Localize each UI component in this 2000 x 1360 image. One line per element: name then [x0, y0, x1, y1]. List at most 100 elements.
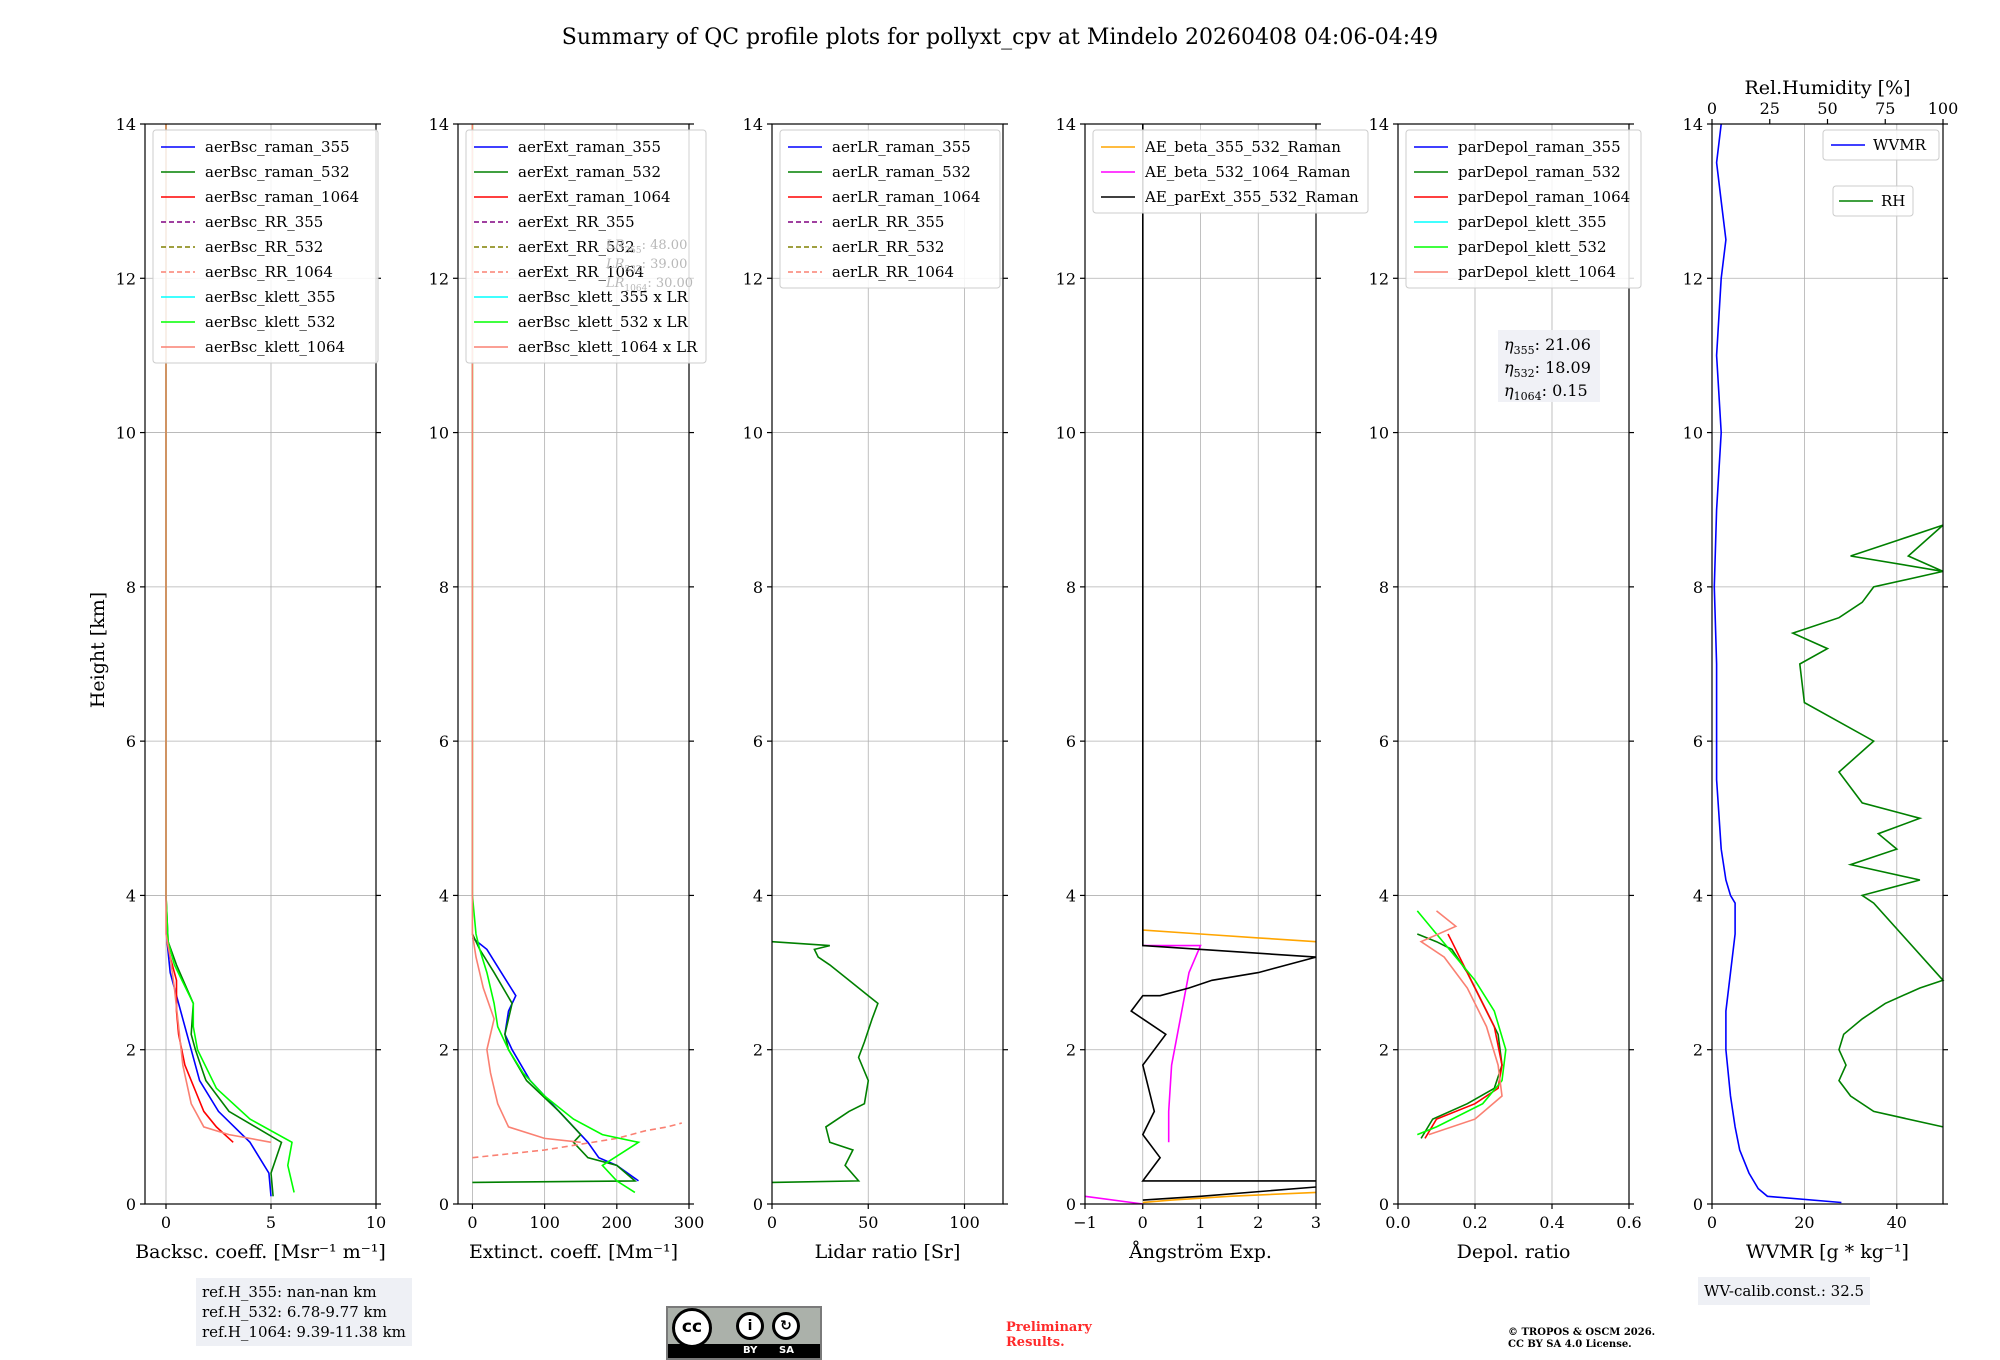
legend-label: aerLR_raman_355 [832, 138, 971, 156]
y-tick-label: 8 [1066, 578, 1076, 597]
y-tick-label: 10 [1683, 424, 1703, 443]
y-tick-label: 10 [1056, 424, 1076, 443]
series-line-rh [1790, 524, 1945, 1128]
y-tick-label: 14 [429, 115, 449, 134]
top-axis-label: Rel.Humidity [%] [1744, 77, 1910, 99]
legend-label: aerLR_raman_532 [832, 163, 971, 181]
cc-by-label: BY [743, 1345, 758, 1356]
figure-title: Summary of QC profile plots for pollyxt_… [562, 25, 1438, 50]
series-line-pardepol-raman-1064 [1424, 933, 1503, 1139]
copyright-note: © TROPOS & OSCM 2026. CC BY SA 4.0 Licen… [1508, 1327, 1655, 1351]
legend-label: aerLR_RR_1064 [832, 263, 954, 281]
y-tick-label: 6 [1693, 732, 1703, 751]
legend-box [1405, 129, 1642, 289]
ref-line-1064: ref.H_1064: 9.39-11.38 km [202, 1323, 406, 1341]
x-tick-label: 0.6 [1616, 1213, 1641, 1232]
wv-calib-box: WV-calib.const.: 32.5 [1698, 1277, 1871, 1305]
lr-label: LR355: 48.00 [605, 238, 687, 256]
x-tick-label: 50 [858, 1213, 878, 1232]
legend: aerExt_raman_355 aerExt_raman_532 aerExt_r… [465, 129, 707, 364]
legend-label: aerExt_RR_532 [518, 238, 635, 256]
x-tick-label: 0.2 [1462, 1213, 1487, 1232]
legend-label: aerBsc_klett_1064 x LR [518, 338, 698, 356]
legend-label: aerLR_RR_532 [832, 238, 944, 256]
x-tick-label: 0 [767, 1213, 777, 1232]
x-axis-label: Backsc. coeff. [Msr⁻¹ m⁻¹] [135, 1241, 386, 1263]
legend-label: aerBsc_klett_355 [205, 288, 336, 306]
legend-label: aerExt_raman_355 [518, 138, 661, 156]
preliminary-line-2: Results. [1006, 1335, 1065, 1350]
reference-height-box: ref.H_355: nan-nan km ref.H_532: 6.78-9.… [196, 1278, 412, 1346]
y-tick-label: 2 [126, 1041, 136, 1060]
x-tick-label: 1 [1195, 1213, 1205, 1232]
legend-label: aerLR_raman_1064 [832, 188, 980, 206]
top-tick-label: 75 [1875, 99, 1895, 118]
x-axis-label: Extinct. coeff. [Mm⁻¹] [469, 1241, 678, 1263]
legend-label: parDepol_klett_532 [1458, 238, 1607, 256]
x-tick-label: 0 [1707, 1213, 1717, 1232]
y-tick-label: 2 [1066, 1041, 1076, 1060]
x-tick-label: 100 [949, 1213, 980, 1232]
series-line-aerext-rr-1064 [472, 1122, 683, 1159]
y-tick-label: 6 [1066, 732, 1076, 751]
y-tick-label: 10 [429, 424, 449, 443]
share-alike-icon: ↻ [772, 1312, 800, 1340]
y-tick-label: 0 [1379, 1195, 1389, 1214]
legend-label: aerExt_RR_355 [518, 213, 635, 231]
y-tick-label: 14 [1369, 115, 1389, 134]
y-tick-label: 0 [1066, 1195, 1076, 1214]
cc-license-badge[interactable]: cc i ↻ BY SA [666, 1306, 822, 1360]
y-tick-label: 8 [439, 578, 449, 597]
legend: aerLR_raman_355 aerLR_raman_532 aerLR_rama… [779, 129, 1001, 289]
top-tick-label: 50 [1817, 99, 1837, 118]
legend-label: AE_beta_532_1064_Raman [1144, 163, 1351, 181]
series-line-wvmr [1713, 123, 1842, 1204]
y-tick-label: 10 [116, 424, 136, 443]
x-tick-label: 0 [1138, 1213, 1148, 1232]
y-tick-label: 2 [1379, 1041, 1389, 1060]
y-tick-label: 8 [753, 578, 763, 597]
x-axis-label: Depol. ratio [1457, 1241, 1571, 1263]
series-line-pardepol-klett-1064 [1419, 910, 1503, 1136]
eta-label: η355: 21.06 [1504, 335, 1591, 357]
panel-2: 0 2 4 6 8 10 12 14 0 100 200 300 Extinct. coeff. [Mm… [429, 115, 707, 1263]
lr-label: LR532: 39.00 [605, 257, 687, 275]
legend-label: AE_parExt_355_532_Raman [1144, 188, 1359, 206]
eta-label: η532: 18.09 [1504, 358, 1591, 380]
series-line-ae-beta-355-532-raman [1142, 929, 1317, 943]
top-tick-label: 100 [1928, 99, 1959, 118]
y-tick-label: 2 [1693, 1041, 1703, 1060]
copyright-line-2: CC BY SA 4.0 License. [1508, 1339, 1632, 1350]
y-tick-label: 0 [439, 1195, 449, 1214]
axes-frame [1397, 123, 1630, 1205]
legend: aerBsc_raman_355 aerBsc_raman_532 aerBsc_r… [152, 129, 379, 364]
axes-frame [457, 123, 690, 1205]
series-line-ae-beta-355-532-raman-low- [1142, 1191, 1317, 1204]
lr-label: LR1064: 30.00 [605, 276, 693, 294]
legend-label: AE_beta_355_532_Raman [1144, 138, 1341, 156]
series-line-ae-beta-532-1064-raman [1142, 944, 1202, 1143]
legend: parDepol_raman_355 parDepol_raman_532 parD… [1405, 129, 1642, 289]
series-line-aerbsc-klett-1064 [165, 124, 272, 1144]
y-tick-label: 4 [753, 886, 763, 905]
y-tick-label: 4 [439, 886, 449, 905]
axes-frame [144, 123, 377, 1205]
panel-5: 0 2 4 6 8 10 12 14 0.0 0.2 0.4 0.6 Depol. ratio parDe… [1369, 115, 1642, 1263]
y-tick-label: 12 [743, 269, 763, 288]
y-tick-label: 14 [743, 115, 763, 134]
x-tick-label: 200 [602, 1213, 633, 1232]
legend-label: aerBsc_RR_355 [205, 213, 323, 231]
legend-label: RH [1881, 192, 1905, 210]
y-tick-label: 8 [1379, 578, 1389, 597]
x-tick-label: 2 [1253, 1213, 1263, 1232]
y-tick-label: 4 [1379, 886, 1389, 905]
legend-box [1822, 129, 1940, 161]
series-line-aerbsc-klett-1064-x-lr [471, 124, 581, 1144]
x-tick-label: 300 [674, 1213, 705, 1232]
panel-1: 0 2 4 6 8 10 12 14 0 5 10 Backsc. coeff. [Msr⁻¹ m⁻¹… [116, 115, 387, 1263]
x-tick-label: 0.4 [1539, 1213, 1564, 1232]
